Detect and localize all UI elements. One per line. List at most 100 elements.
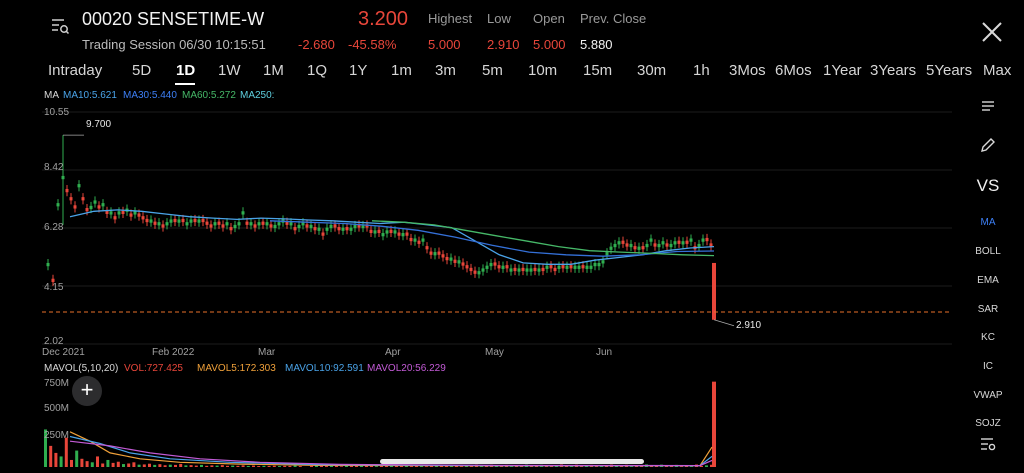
- volume-bar: [64, 437, 68, 467]
- candle-body: [625, 243, 629, 247]
- close-icon[interactable]: [978, 18, 1006, 46]
- candle-body: [205, 221, 209, 225]
- candle-body: [333, 224, 337, 228]
- candle-body: [617, 241, 621, 245]
- candle-body: [345, 227, 349, 231]
- volume-bar: [665, 466, 668, 467]
- tool-vwap[interactable]: VWAP: [973, 390, 1003, 401]
- volume-bar: [700, 465, 703, 467]
- tab-1year[interactable]: 1Year: [823, 62, 862, 79]
- low-leader: [713, 319, 735, 327]
- volume-bar: [310, 465, 313, 467]
- tab-5min[interactable]: 5m: [482, 62, 503, 79]
- trading-session: Trading Session 06/30 10:15:51: [82, 37, 266, 52]
- candle-body: [321, 232, 325, 236]
- tool-ma[interactable]: MA: [980, 217, 996, 228]
- candle-body: [181, 218, 185, 223]
- volume-bar: [545, 466, 548, 467]
- volume-bar: [580, 466, 583, 467]
- candle-body: [669, 243, 673, 248]
- candle-body: [477, 271, 481, 275]
- tab-1m-month[interactable]: 1M: [263, 62, 284, 79]
- tab-1q[interactable]: 1Q: [307, 62, 328, 79]
- candle-body: [397, 232, 401, 236]
- candle-body: [289, 222, 293, 226]
- candle-body: [417, 240, 421, 244]
- tab-1h[interactable]: 1h: [693, 62, 710, 79]
- candle-body: [325, 227, 329, 231]
- tool-sar[interactable]: SAR: [977, 304, 999, 315]
- volume-bar: [680, 466, 683, 467]
- tab-5d[interactable]: 5D: [132, 62, 152, 79]
- volume-bar: [495, 466, 498, 467]
- volume-bar: [236, 465, 240, 467]
- tab-intraday[interactable]: Intraday: [48, 62, 103, 79]
- candle-body: [241, 211, 245, 215]
- candle-body: [481, 268, 485, 272]
- volume-bar: [252, 465, 255, 467]
- open-label: Open: [533, 11, 565, 26]
- add-indicator-button[interactable]: +: [72, 376, 102, 406]
- candle-body: [537, 268, 541, 272]
- tab-max[interactable]: Max: [983, 62, 1012, 79]
- tool-ic[interactable]: IC: [983, 361, 993, 372]
- price-chart[interactable]: [0, 100, 962, 362]
- tab-3mos[interactable]: 3Mos: [729, 62, 766, 79]
- candle-body: [577, 265, 581, 269]
- volume-chart[interactable]: [0, 375, 962, 468]
- crash-candle: [712, 262, 716, 320]
- volume-bar: [425, 466, 428, 467]
- candle-body: [101, 203, 105, 207]
- volume-spike-bar: [712, 381, 716, 467]
- tab-15min[interactable]: 15m: [583, 62, 613, 79]
- volume-bar: [231, 465, 235, 467]
- tab-3years[interactable]: 3Years: [870, 62, 917, 79]
- candle-body: [173, 218, 177, 223]
- draw-pencil-icon[interactable]: [964, 136, 1012, 157]
- candle-body: [405, 232, 409, 236]
- volume-bar: [600, 465, 603, 467]
- ma-legend-title: MA: [44, 90, 59, 101]
- candle-body: [209, 224, 213, 228]
- volume-bar: [54, 452, 58, 467]
- candle-body: [489, 262, 493, 267]
- tab-6mos[interactable]: 6Mos: [775, 62, 812, 79]
- volume-bar: [330, 465, 333, 467]
- tab-1d[interactable]: 1D: [176, 62, 196, 79]
- tab-5years[interactable]: 5Years: [926, 62, 973, 79]
- tab-30min[interactable]: 30m: [637, 62, 667, 79]
- tool-ema[interactable]: EMA: [977, 275, 999, 286]
- volume-bar: [90, 462, 94, 467]
- candle-body: [46, 262, 50, 267]
- candle-body: [453, 259, 457, 263]
- volume-bar: [205, 465, 209, 467]
- candle-body: [285, 221, 289, 225]
- volume-bar: [630, 466, 633, 467]
- volume-bar: [106, 459, 110, 467]
- indicator-menu-icon[interactable]: [964, 436, 1012, 455]
- tool-sojz[interactable]: SOJZ: [975, 418, 1001, 427]
- candle-body: [145, 218, 149, 223]
- candle-body: [305, 224, 309, 228]
- tab-3min[interactable]: 3m: [435, 62, 456, 79]
- candle-body: [89, 205, 93, 210]
- tab-1min[interactable]: 1m: [391, 62, 412, 79]
- volume-bar: [365, 465, 368, 467]
- tab-1y[interactable]: 1Y: [349, 62, 368, 79]
- compare-vs-button[interactable]: VS: [976, 176, 1000, 195]
- menu-search-icon[interactable]: [50, 16, 70, 36]
- tool-kc[interactable]: KC: [981, 332, 995, 343]
- date-tick: Jun: [596, 347, 613, 358]
- tab-10min[interactable]: 10m: [528, 62, 558, 79]
- volume-bar: [111, 462, 115, 467]
- chart-settings-icon[interactable]: [964, 100, 1012, 117]
- tab-1w[interactable]: 1W: [218, 62, 241, 79]
- open-value: 5.000: [533, 37, 566, 52]
- candle-body: [609, 246, 613, 250]
- candle-body: [233, 224, 237, 229]
- candle-body: [501, 265, 505, 269]
- candle-body: [529, 268, 533, 272]
- candle-body: [253, 224, 257, 228]
- tool-boll[interactable]: BOLL: [975, 246, 1001, 257]
- candle-body: [73, 205, 77, 209]
